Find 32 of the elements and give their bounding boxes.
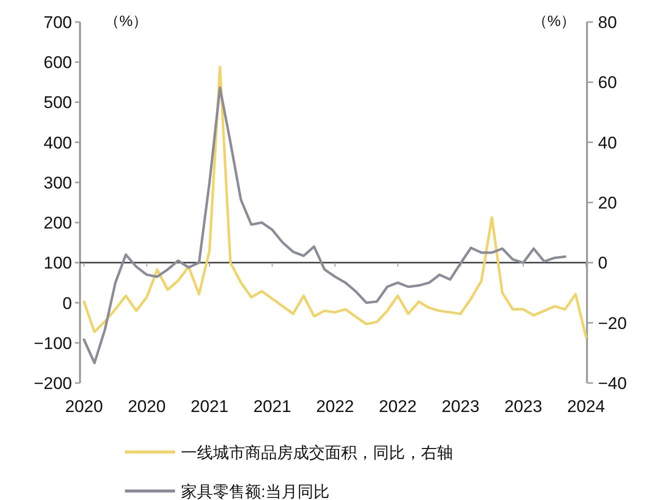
y-tick-label: −100 <box>34 334 72 353</box>
y2-tick-label: 20 <box>598 194 617 212</box>
line-series <box>82 66 588 338</box>
y-tick-label: 400 <box>44 133 72 152</box>
y-tick-label: 700 <box>44 13 72 32</box>
x-tick-label: 2021 <box>190 397 228 416</box>
x-tick-label: 2023 <box>504 397 542 416</box>
y2-tick-label: −40 <box>598 374 627 393</box>
legend-label: 家具零售额:当月同比 <box>181 483 330 500</box>
x-tick-label: 2022 <box>378 397 417 416</box>
y2-tick-label: 80 <box>598 13 617 32</box>
y2-tick-label: −20 <box>598 314 627 333</box>
y2-tick-label: 60 <box>598 73 617 92</box>
y2-axis-title: （%） <box>532 13 576 30</box>
x-tick-label: 2020 <box>65 397 103 416</box>
x-tick-label: 2022 <box>316 397 354 416</box>
y-tick-label: 100 <box>44 254 72 273</box>
x-tick-label: 2023 <box>442 397 480 416</box>
x-tick-label: 2020 <box>128 397 166 416</box>
x-tick-label: 2024 <box>567 397 605 416</box>
y-tick-label: 300 <box>44 173 72 192</box>
y2-tick-label: 40 <box>598 133 617 152</box>
x-tick-label: 2021 <box>253 397 292 416</box>
y-axis-title: （%） <box>104 13 148 30</box>
y-tick-label: −200 <box>34 374 72 393</box>
y-tick-label: 500 <box>44 93 72 112</box>
y-tick-label: 600 <box>44 53 72 72</box>
line-series <box>82 86 566 364</box>
y-tick-label: 200 <box>44 214 72 233</box>
y2-tick-label: 0 <box>598 254 608 273</box>
legend-label: 一线城市商品房成交面积，同比，右轴 <box>181 444 453 462</box>
y-tick-label: 0 <box>62 294 72 313</box>
